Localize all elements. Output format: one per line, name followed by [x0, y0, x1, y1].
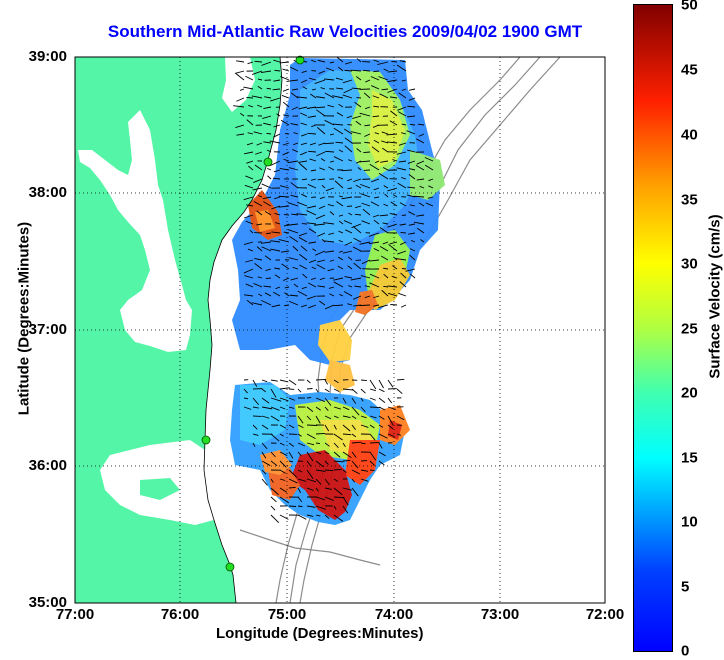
colorbar-tick: 20	[681, 385, 698, 402]
velocity-vector	[316, 433, 325, 434]
velocity-vector	[361, 380, 367, 381]
radar-station-icon	[226, 563, 234, 571]
y-tick-label: 39:00	[29, 48, 67, 65]
x-axis-label: Longitude (Degrees:Minutes)	[216, 625, 424, 642]
colorbar	[633, 4, 673, 652]
colorbar-tick: 40	[681, 127, 698, 144]
radar-station-icon	[202, 436, 210, 444]
velocity-vector	[316, 379, 326, 380]
velocity-vector	[363, 152, 370, 153]
colorbar-tick: 25	[681, 321, 698, 338]
velocity-vector	[360, 305, 370, 306]
colorbar-tick: 5	[681, 579, 689, 596]
velocity-vector	[325, 151, 334, 152]
velocity-vector	[246, 97, 253, 98]
velocity-vector	[307, 388, 313, 389]
velocity-vector	[348, 188, 352, 189]
x-tick-label: 74:00	[375, 606, 413, 623]
colorbar-tick: 30	[681, 256, 698, 273]
colorbar-tick: 50	[681, 0, 698, 14]
velocity-vector	[402, 268, 406, 269]
velocity-vector	[325, 470, 333, 471]
map-title: Southern Mid-Atlantic Raw Velocities 200…	[60, 22, 630, 42]
colorbar-tick: 35	[681, 192, 698, 209]
colorbar-label: Surface Velocity (cm/s)	[707, 197, 724, 397]
radar-station-icon	[264, 158, 272, 166]
velocity-vector	[370, 470, 374, 471]
x-tick-label: 72:00	[586, 606, 624, 623]
x-tick-label: 76:00	[161, 606, 199, 623]
velocity-vector	[307, 425, 317, 426]
y-tick-label: 38:00	[29, 184, 67, 201]
colorbar-tick: 45	[681, 62, 698, 79]
velocity-vector	[390, 304, 397, 305]
velocity-vector	[266, 278, 271, 279]
velocity-vector	[298, 506, 302, 507]
velocity-vector	[370, 442, 379, 443]
colorbar-tick: 0	[681, 643, 689, 660]
y-tick-label: 36:00	[29, 457, 67, 474]
y-axis-label: Latitude (Degrees:Minutes)	[16, 219, 33, 419]
velocity-vector	[316, 443, 320, 444]
colorbar-tick: 15	[681, 450, 698, 467]
x-tick-label: 77:00	[56, 606, 94, 623]
velocity-vector	[400, 232, 406, 233]
y-tick-label: 37:00	[29, 321, 67, 338]
colorbar-tick: 10	[681, 514, 698, 531]
velocity-vector	[410, 124, 415, 125]
x-tick-label: 73:00	[481, 606, 519, 623]
velocity-vector	[343, 460, 350, 461]
velocity-vector	[345, 70, 352, 71]
x-tick-label: 75:00	[268, 606, 306, 623]
